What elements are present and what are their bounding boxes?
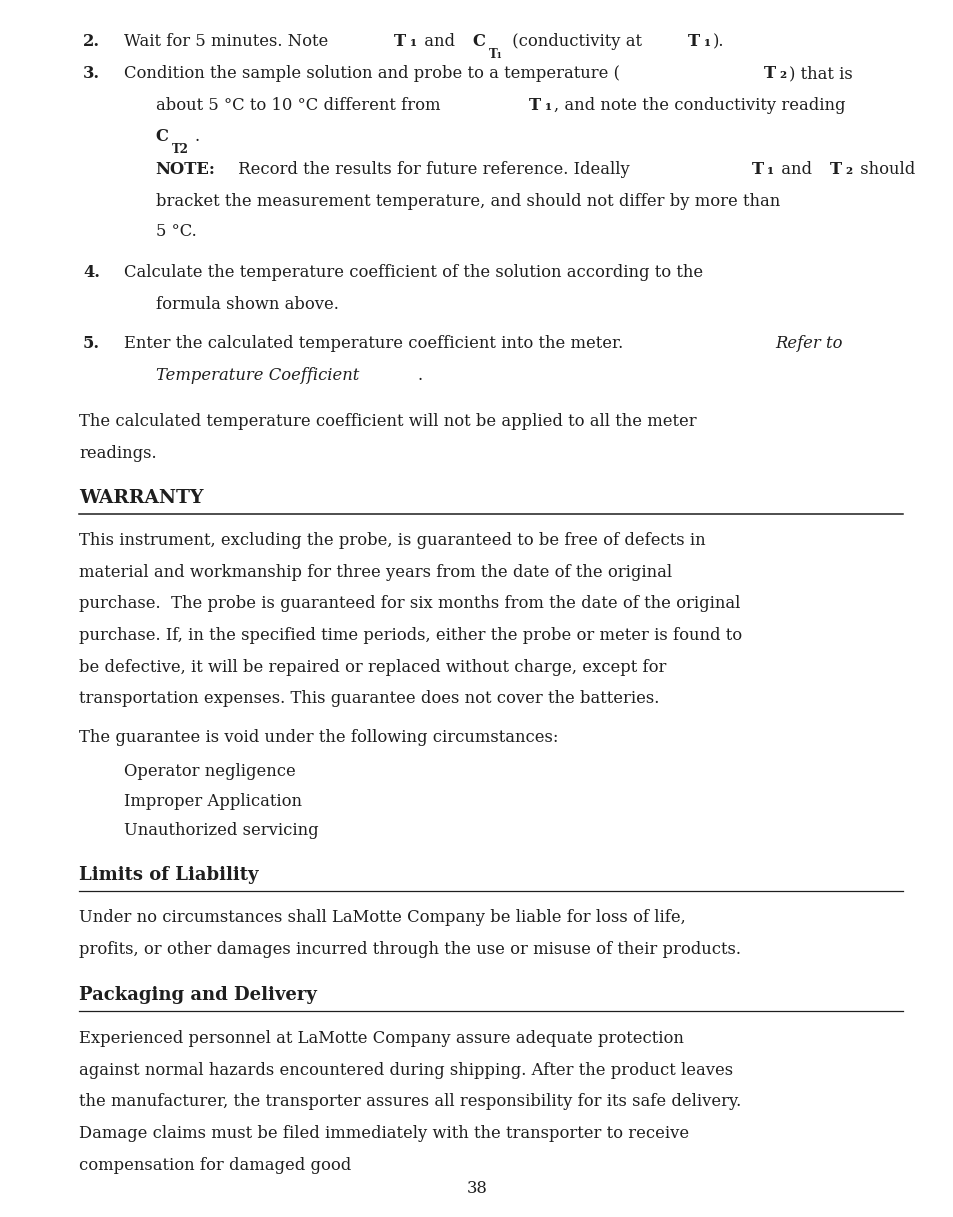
Text: T: T: [751, 161, 762, 178]
Text: 5 °C.: 5 °C.: [155, 223, 196, 240]
Text: against normal hazards encountered during shipping. After the product leaves: against normal hazards encountered durin…: [79, 1061, 733, 1078]
Text: Operator negligence: Operator negligence: [124, 763, 295, 780]
Text: material and workmanship for three years from the date of the original: material and workmanship for three years…: [79, 563, 672, 581]
Text: transportation expenses. This guarantee does not cover the batteries.: transportation expenses. This guarantee …: [79, 690, 659, 707]
Text: ₁: ₁: [410, 33, 416, 50]
Text: formula shown above.: formula shown above.: [155, 296, 338, 313]
Text: Packaging and Delivery: Packaging and Delivery: [79, 986, 316, 1004]
Text: Unauthorized servicing: Unauthorized servicing: [124, 821, 318, 839]
Text: Wait for 5 minutes. Note: Wait for 5 minutes. Note: [124, 33, 334, 50]
Text: ₁: ₁: [544, 96, 552, 113]
Text: .: .: [417, 366, 422, 383]
Text: should: should: [854, 161, 914, 178]
Text: Record the results for future reference. Ideally: Record the results for future reference.…: [233, 161, 634, 178]
Text: This instrument, excluding the probe, is guaranteed to be free of defects in: This instrument, excluding the probe, is…: [79, 532, 705, 549]
Text: T: T: [529, 96, 541, 113]
Text: WARRANTY: WARRANTY: [79, 488, 204, 506]
Text: ).: ).: [713, 33, 724, 50]
Text: T2: T2: [172, 144, 189, 156]
Text: the manufacturer, the transporter assures all responsibility for its safe delive: the manufacturer, the transporter assure…: [79, 1093, 740, 1110]
Text: ₂: ₂: [779, 65, 786, 82]
Text: Condition the sample solution and probe to a temperature (: Condition the sample solution and probe …: [124, 65, 619, 82]
Text: T₁: T₁: [489, 49, 502, 61]
Text: ₁: ₁: [766, 161, 774, 178]
Text: Calculate the temperature coefficient of the solution according to the: Calculate the temperature coefficient of…: [124, 264, 702, 281]
Text: The calculated temperature coefficient will not be applied to all the meter: The calculated temperature coefficient w…: [79, 413, 696, 430]
Text: ₂: ₂: [844, 161, 852, 178]
Text: , and note the conductivity reading: , and note the conductivity reading: [554, 96, 845, 113]
Text: Enter the calculated temperature coefficient into the meter.: Enter the calculated temperature coeffic…: [124, 335, 628, 352]
Text: ) that is: ) that is: [788, 65, 852, 82]
Text: purchase.  The probe is guaranteed for six months from the date of the original: purchase. The probe is guaranteed for si…: [79, 595, 740, 612]
Text: T: T: [829, 161, 841, 178]
Text: be defective, it will be repaired or replaced without charge, except for: be defective, it will be repaired or rep…: [79, 658, 666, 675]
Text: ₁: ₁: [703, 33, 710, 50]
Text: (conductivity at: (conductivity at: [507, 33, 647, 50]
Text: Under no circumstances shall LaMotte Company be liable for loss of life,: Under no circumstances shall LaMotte Com…: [79, 909, 685, 926]
Text: and: and: [776, 161, 817, 178]
Text: 5.: 5.: [83, 335, 100, 352]
Text: Temperature Coefficient: Temperature Coefficient: [155, 366, 358, 383]
Text: Improper Application: Improper Application: [124, 792, 302, 809]
Text: C: C: [155, 128, 169, 145]
Text: T: T: [687, 33, 700, 50]
Text: purchase. If, in the specified time periods, either the probe or meter is found : purchase. If, in the specified time peri…: [79, 627, 741, 644]
Text: Experienced personnel at LaMotte Company assure adequate protection: Experienced personnel at LaMotte Company…: [79, 1030, 683, 1047]
Text: T: T: [763, 65, 776, 82]
Text: bracket the measurement temperature, and should not differ by more than: bracket the measurement temperature, and…: [155, 192, 779, 209]
Text: 2.: 2.: [83, 33, 100, 50]
Text: Limits of Liability: Limits of Liability: [79, 865, 258, 884]
Text: 3.: 3.: [83, 65, 100, 82]
Text: NOTE:: NOTE:: [155, 161, 215, 178]
Text: Refer to: Refer to: [774, 335, 841, 352]
Text: about 5 °C to 10 °C different from: about 5 °C to 10 °C different from: [155, 96, 445, 113]
Text: .: .: [194, 128, 199, 145]
Text: profits, or other damages incurred through the use or misuse of their products.: profits, or other damages incurred throu…: [79, 941, 740, 958]
Text: C: C: [472, 33, 485, 50]
Text: Damage claims must be filed immediately with the transporter to receive: Damage claims must be filed immediately …: [79, 1125, 689, 1142]
Text: and: and: [419, 33, 460, 50]
Text: compensation for damaged good: compensation for damaged good: [79, 1156, 351, 1173]
Text: 4.: 4.: [83, 264, 100, 281]
Text: readings.: readings.: [79, 444, 156, 461]
Text: The guarantee is void under the following circumstances:: The guarantee is void under the followin…: [79, 729, 558, 746]
Text: 38: 38: [466, 1179, 487, 1196]
Text: T: T: [394, 33, 406, 50]
